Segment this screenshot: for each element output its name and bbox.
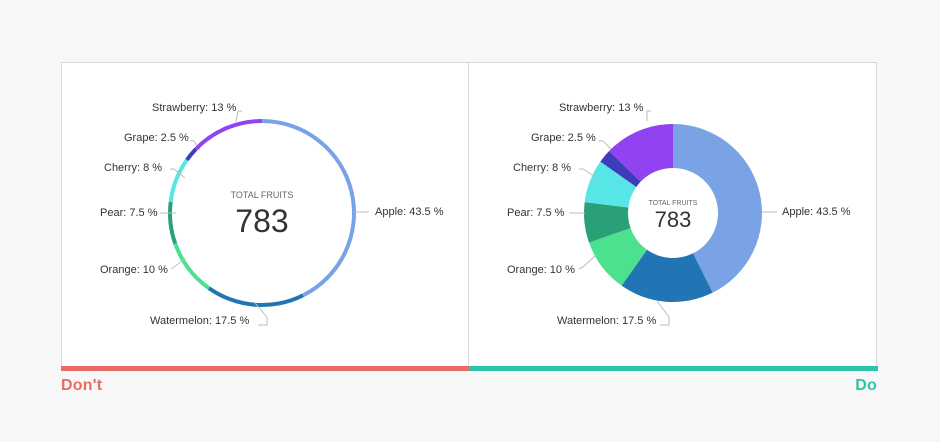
do-slice-label-pear: Pear: 7.5 % — [507, 207, 565, 219]
do-chart-panel: Apple: 43.5 % Watermelon: 17.5 % Orange: 1… — [469, 62, 877, 368]
do-slice-label-apple: Apple: 43.5 % — [782, 206, 851, 218]
do-leader-line-cherry — [579, 168, 596, 178]
dont-slice-watermelon — [207, 286, 304, 307]
dont-slice-label-orange: Orange: 10 % — [100, 264, 168, 276]
do-slice-cherry — [584, 161, 637, 208]
dont-label: Don't — [61, 377, 103, 394]
do-center-value: 783 — [655, 207, 692, 232]
do-slice-grape — [600, 151, 641, 188]
do-slice-label-watermelon: Watermelon: 17.5 % — [557, 315, 656, 327]
dont-chart-panel: Apple: 43.5 % Watermelon: 17.5 % Orange: 1… — [61, 62, 469, 368]
dont-slice-label-strawberry: Strawberry: 13 % — [152, 102, 237, 114]
dont-center-label: TOTAL FRUITS — [231, 190, 294, 200]
dont-donut-chart: Apple: 43.5 % Watermelon: 17.5 % Orange: 1… — [100, 102, 444, 327]
dont-leader-line-strawberry — [235, 110, 242, 123]
do-leader-line-grape — [599, 140, 613, 151]
do-label: Do — [855, 377, 877, 394]
do-slice-apple — [673, 124, 762, 293]
do-slice-label-orange: Orange: 10 % — [507, 264, 575, 276]
dont-slice-label-watermelon: Watermelon: 17.5 % — [150, 315, 249, 327]
dont-slice-label-pear: Pear: 7.5 % — [100, 207, 158, 219]
dont-leader-line-cherry — [170, 168, 186, 179]
do-donut-chart: Apple: 43.5 % Watermelon: 17.5 % Orange: 1… — [507, 102, 851, 327]
dont-slice-label-grape: Grape: 2.5 % — [124, 132, 189, 144]
do-slice-watermelon — [621, 249, 713, 302]
do-slice-label-cherry: Cherry: 8 % — [513, 162, 571, 174]
dont-indicator-bar — [61, 366, 469, 371]
dont-leader-line-watermelon — [254, 302, 268, 326]
do-slice-label-strawberry: Strawberry: 13 % — [559, 102, 644, 114]
dont-slice-pear — [168, 201, 178, 245]
do-center-label: TOTAL FRUITS — [649, 200, 698, 207]
do-leader-line-strawberry — [646, 110, 651, 121]
dont-center-value: 783 — [235, 203, 288, 239]
do-leader-line-orange — [578, 254, 597, 270]
dont-slice-orange — [173, 242, 211, 290]
dont-leader-line-orange — [170, 257, 187, 270]
do-indicator-bar — [469, 366, 878, 371]
dont-slice-strawberry — [194, 119, 262, 151]
do-slice-strawberry — [609, 124, 673, 182]
dont-slice-label-cherry: Cherry: 8 % — [104, 162, 162, 174]
do-leader-line-watermelon — [656, 300, 670, 326]
dont-slice-label-apple: Apple: 43.5 % — [375, 206, 444, 218]
dont-slice-grape — [185, 147, 198, 162]
do-slice-pear — [584, 202, 631, 243]
do-slice-orange — [589, 227, 648, 286]
dont-slice-cherry — [168, 158, 189, 202]
do-slice-label-grape: Grape: 2.5 % — [531, 132, 596, 144]
